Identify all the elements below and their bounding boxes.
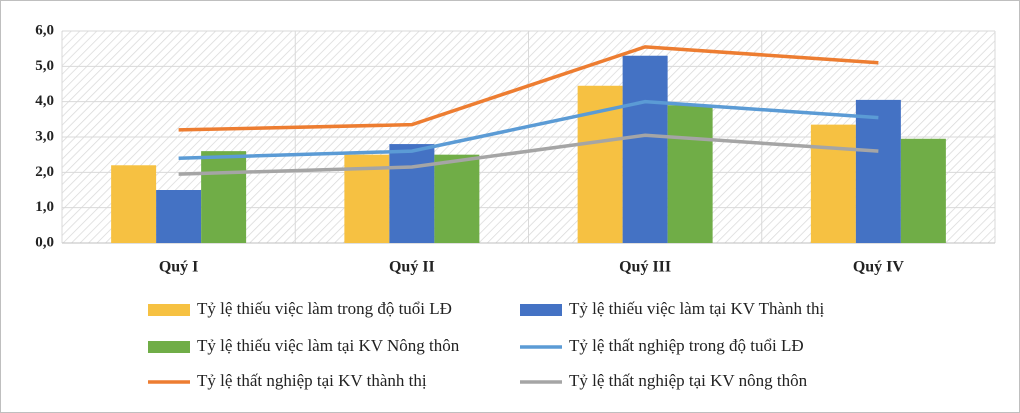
legend-label: Tỷ lệ thiếu việc làm tại KV Nông thôn	[197, 336, 460, 355]
legend-label: Tỷ lệ thất nghiệp trong độ tuổi LĐ	[569, 336, 804, 355]
legend-swatch	[148, 304, 190, 316]
y-tick-label: 2,0	[35, 164, 54, 180]
y-tick-label: 5,0	[35, 58, 54, 74]
y-tick-label: 6,0	[35, 22, 54, 38]
x-tick-label: Quý II	[389, 259, 435, 276]
legend-label: Tỷ lệ thiếu việc làm trong độ tuổi LĐ	[197, 299, 452, 318]
y-tick-label: 1,0	[35, 199, 54, 215]
legend-swatch	[520, 304, 562, 316]
bar	[810, 124, 856, 243]
x-tick-label: Quý I	[159, 259, 199, 276]
bar	[622, 55, 668, 243]
bar	[201, 151, 247, 243]
y-tick-label: 0,0	[35, 234, 54, 250]
y-tick-label: 4,0	[35, 93, 54, 109]
bar	[434, 154, 480, 243]
line	[178, 45, 879, 132]
legend-swatch	[148, 341, 190, 353]
bar	[389, 144, 435, 243]
bar	[156, 190, 202, 243]
bar	[900, 138, 946, 243]
y-tick-label: 3,0	[35, 128, 54, 144]
legend-label: Tỷ lệ thất nghiệp tại KV nông thôn	[569, 371, 808, 390]
bar	[855, 99, 901, 244]
line	[178, 99, 879, 160]
x-tick-label: Quý IV	[853, 259, 905, 276]
legend-label: Tỷ lệ thất nghiệp tại KV thành thị	[197, 371, 427, 390]
bar	[667, 105, 713, 243]
legend-label: Tỷ lệ thiếu việc làm tại KV Thành thị	[569, 299, 825, 318]
x-tick-label: Quý III	[619, 259, 671, 276]
bar	[111, 165, 157, 243]
line	[178, 133, 879, 176]
